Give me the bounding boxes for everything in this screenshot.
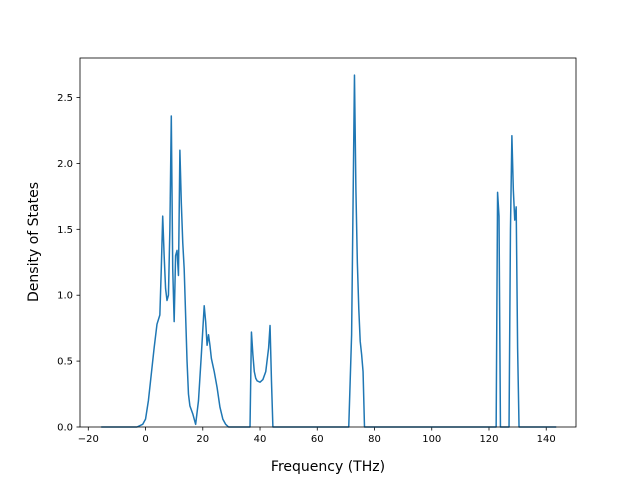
x-tick-label: 20	[196, 434, 209, 445]
x-tick-label: −20	[78, 434, 99, 445]
y-tick-label: 0.0	[57, 423, 73, 434]
dos-series-line	[101, 74, 557, 428]
plot-background	[80, 58, 576, 427]
x-tick-label: 40	[254, 434, 267, 445]
x-tick-label: 80	[368, 434, 381, 445]
y-tick-label: 2.5	[57, 93, 73, 104]
y-tick-label: 0.5	[57, 357, 73, 368]
axis-ticks: −20 0 20 40 60 80 100 120 140 0.0 0.5 1.0 1.5 2.0 2.5	[57, 93, 556, 445]
x-axis-label: Frequency (THz)	[271, 459, 385, 475]
x-tick-label: 140	[537, 434, 556, 445]
y-tick-label: 1.0	[57, 291, 73, 302]
x-tick-label: 0	[142, 434, 148, 445]
x-tick-label: 100	[422, 434, 441, 445]
x-tick-label: 120	[479, 434, 498, 445]
plot-frame	[79, 57, 577, 428]
y-axis-label: Density of States	[26, 182, 42, 302]
x-tick-label: 60	[311, 434, 324, 445]
y-tick-label: 2.0	[57, 159, 73, 170]
y-tick-label: 1.5	[57, 225, 73, 236]
